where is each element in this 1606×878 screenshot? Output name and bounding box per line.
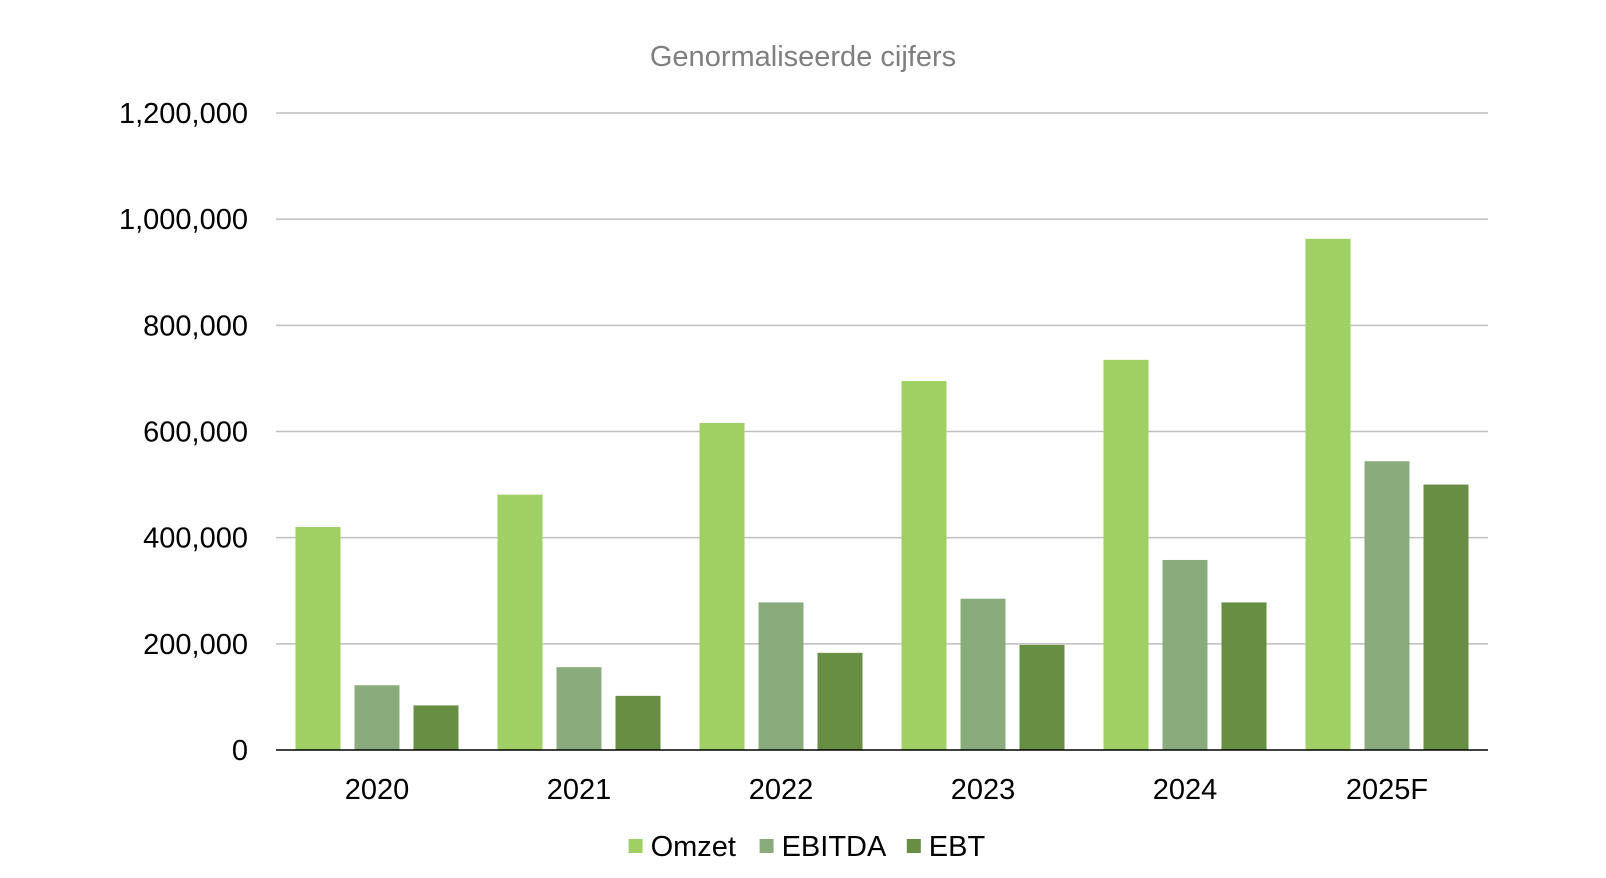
chart-title: Genormaliseerde cijfers [650,41,956,73]
x-tick-label: 2025F [1346,774,1428,806]
bar-omzet-2020 [295,527,341,750]
bars [295,238,1469,750]
bar-ebitda-2023 [960,598,1006,750]
bar-ebitda-2025f [1364,461,1410,750]
y-tick-label: 800,000 [143,310,248,342]
legend-label-ebitda: EBITDA [782,831,887,863]
bar-ebt-2020 [413,705,459,750]
bar-omzet-2023 [901,381,947,750]
y-tick-label: 1,200,000 [119,98,248,130]
x-tick-label: 2023 [951,774,1016,806]
x-tick-label: 2022 [749,774,814,806]
x-axis-ticks: 2020 2021 2022 2023 2024 2025F [345,774,1428,806]
y-axis-ticks: 0 200,000 400,000 600,000 800,000 1,000,000 1,… [119,98,248,767]
y-tick-label: 200,000 [143,629,248,661]
legend-label-omzet: Omzet [651,831,736,863]
legend-swatch-ebt [906,839,921,853]
x-tick-label: 2021 [547,774,612,806]
x-tick-label: 2024 [1153,774,1218,806]
bar-ebt-2021 [615,695,661,750]
legend-label-ebt: EBT [929,831,986,863]
y-tick-label: 0 [232,735,248,767]
bar-ebitda-2021 [556,667,602,750]
bar-ebt-2024 [1221,602,1267,750]
bar-ebitda-2020 [354,685,400,750]
legend-swatch-omzet [628,839,643,853]
bar-ebitda-2022 [758,602,804,750]
y-tick-label: 400,000 [143,523,248,555]
gridlines [276,112,1488,645]
bar-ebt-2022 [817,652,863,750]
bar-omzet-2024 [1103,359,1149,750]
bar-omzet-2022 [699,423,745,750]
bar-ebt-2025f [1423,484,1469,750]
bar-omzet-2025f [1305,238,1351,750]
y-tick-label: 600,000 [143,417,248,449]
legend: Omzet EBITDA EBT [628,831,986,863]
bar-ebt-2023 [1019,644,1065,750]
bar-omzet-2021 [497,494,543,750]
bar-ebitda-2024 [1162,559,1208,750]
y-tick-label: 1,000,000 [119,204,248,236]
legend-swatch-ebitda [759,839,774,853]
x-tick-label: 2020 [345,774,410,806]
